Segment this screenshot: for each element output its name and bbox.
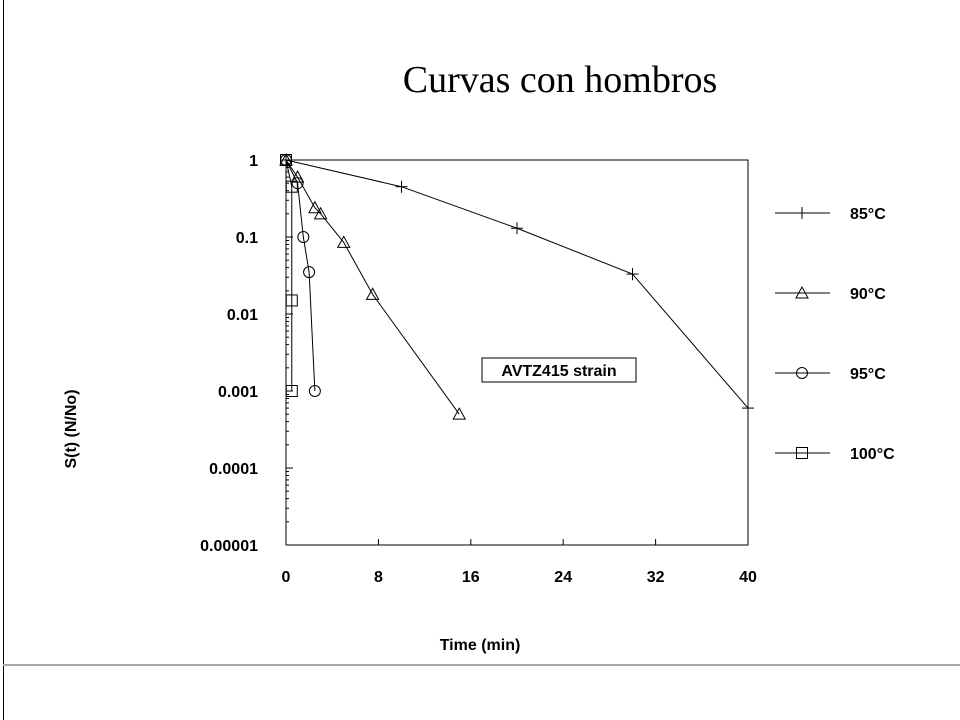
plot-area: [285, 159, 749, 546]
y-tick-label: 0.01: [227, 307, 258, 324]
plot-frame: [285, 159, 749, 546]
x-tick-label: 16: [462, 569, 480, 586]
square-marker: [285, 180, 298, 193]
legend-item: 90°C: [775, 285, 886, 303]
y-axis-label: S(t) (N/No): [63, 389, 80, 468]
x-axis: 0 8 16 24 32 40: [282, 539, 757, 586]
y-tick-label: 1: [249, 153, 258, 170]
triangle-marker: [336, 235, 351, 248]
circle-marker: [796, 367, 808, 379]
legend-label: 90°C: [850, 286, 886, 303]
annotation-box: [481, 357, 637, 383]
series-layer: [279, 152, 754, 420]
series-line: [285, 159, 460, 415]
triangle-marker: [313, 206, 328, 220]
legend-label: 100°C: [850, 446, 895, 463]
legend-item: 85°C: [775, 206, 886, 223]
legend: 85°C 90°C 95°C 100°C: [775, 206, 895, 463]
y-tick-label: 0.0001: [209, 461, 258, 478]
triangle-marker: [452, 407, 467, 420]
square-marker: [280, 154, 292, 166]
plus-marker: [511, 222, 523, 235]
annotation-layer: AVTZ415 strain: [481, 357, 637, 383]
plus-marker: [395, 180, 408, 193]
x-tick-label: 0: [282, 569, 291, 586]
circle-marker: [297, 231, 310, 243]
y-tick-label: 0.1: [236, 230, 258, 247]
y-axis: 1 0.1 0.01 0.001 0.0001 0.00001: [200, 153, 293, 555]
frame-bottom-divider: [3, 664, 960, 666]
circle-marker: [303, 266, 316, 279]
square-marker: [285, 385, 298, 397]
plus-marker: [742, 402, 754, 415]
circle-marker: [308, 385, 321, 397]
y-tick-label: 0.00001: [200, 538, 258, 555]
legend-item: 100°C: [775, 446, 895, 463]
triangle-marker: [308, 200, 322, 214]
square-marker: [796, 447, 808, 459]
frame-left-border: [3, 0, 4, 720]
square-marker: [285, 294, 298, 307]
legend-label: 95°C: [850, 366, 886, 383]
series-square: [280, 154, 298, 397]
series-plus: [280, 154, 754, 415]
x-tick-label: 8: [374, 569, 383, 586]
legend-label: 85°C: [850, 206, 886, 223]
x-axis-label: Time (min): [440, 637, 521, 654]
triangle-marker: [365, 287, 380, 300]
plus-marker: [626, 268, 639, 281]
plus-marker: [796, 207, 808, 219]
x-tick-label: 32: [647, 569, 665, 586]
series-triangle: [279, 152, 467, 420]
series-line: [285, 159, 293, 391]
annotation-text: AVTZ415 strain: [501, 363, 616, 380]
legend-item: 95°C: [775, 366, 886, 383]
x-tick-label: 24: [554, 569, 572, 586]
y-tick-label: 0.001: [218, 384, 258, 401]
series-line: [285, 159, 316, 392]
triangle-marker: [795, 285, 809, 299]
x-tick-label: 40: [739, 569, 757, 586]
chart-title: Curvas con hombros: [402, 59, 718, 101]
